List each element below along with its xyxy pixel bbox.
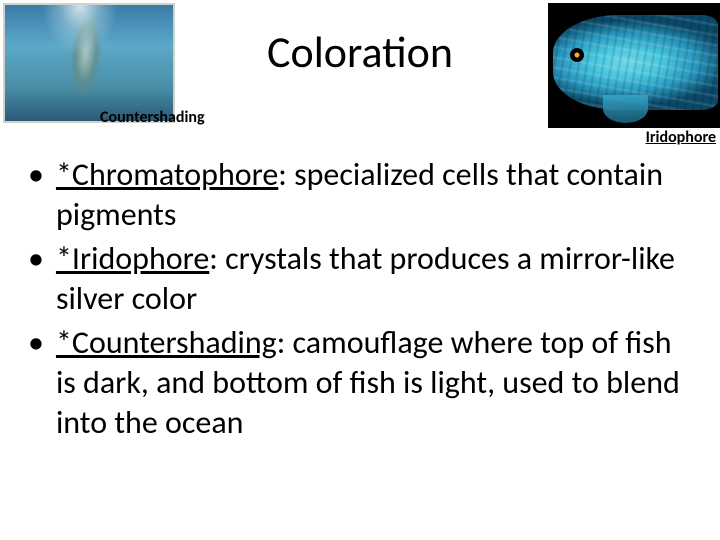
bullet-text: *Chromatophore: specialized cells that c… xyxy=(56,155,690,235)
slide-title: Coloration xyxy=(267,25,453,79)
bullet-term: *Iridophore xyxy=(56,239,209,278)
fish-eye-shape xyxy=(570,48,584,62)
bullet-text: *Countershading: camouflage where top of… xyxy=(56,323,690,443)
bullet-item: • *Chromatophore: specialized cells that… xyxy=(28,155,690,235)
bullet-list: • *Chromatophore: specialized cells that… xyxy=(28,155,690,447)
header-area: Countershading Coloration Iridophore xyxy=(0,0,720,130)
bullet-term: *Countershading xyxy=(56,323,277,362)
bullet-item: • *Countershading: camouflage where top … xyxy=(28,323,690,443)
bullet-marker: • xyxy=(28,323,44,363)
bullet-marker: • xyxy=(28,239,44,279)
bullet-item: • *Iridophore: crystals that produces a … xyxy=(28,239,690,319)
bullet-term: *Chromatophore xyxy=(56,155,278,194)
countershading-label: Countershading xyxy=(100,108,205,127)
iridophore-image xyxy=(548,3,720,128)
fish-fin-shape xyxy=(603,95,648,123)
bullet-text: *Iridophore: crystals that produces a mi… xyxy=(56,239,690,319)
countershading-image xyxy=(3,3,175,123)
bullet-marker: • xyxy=(28,155,44,195)
iridophore-label: Iridophore xyxy=(646,128,716,147)
